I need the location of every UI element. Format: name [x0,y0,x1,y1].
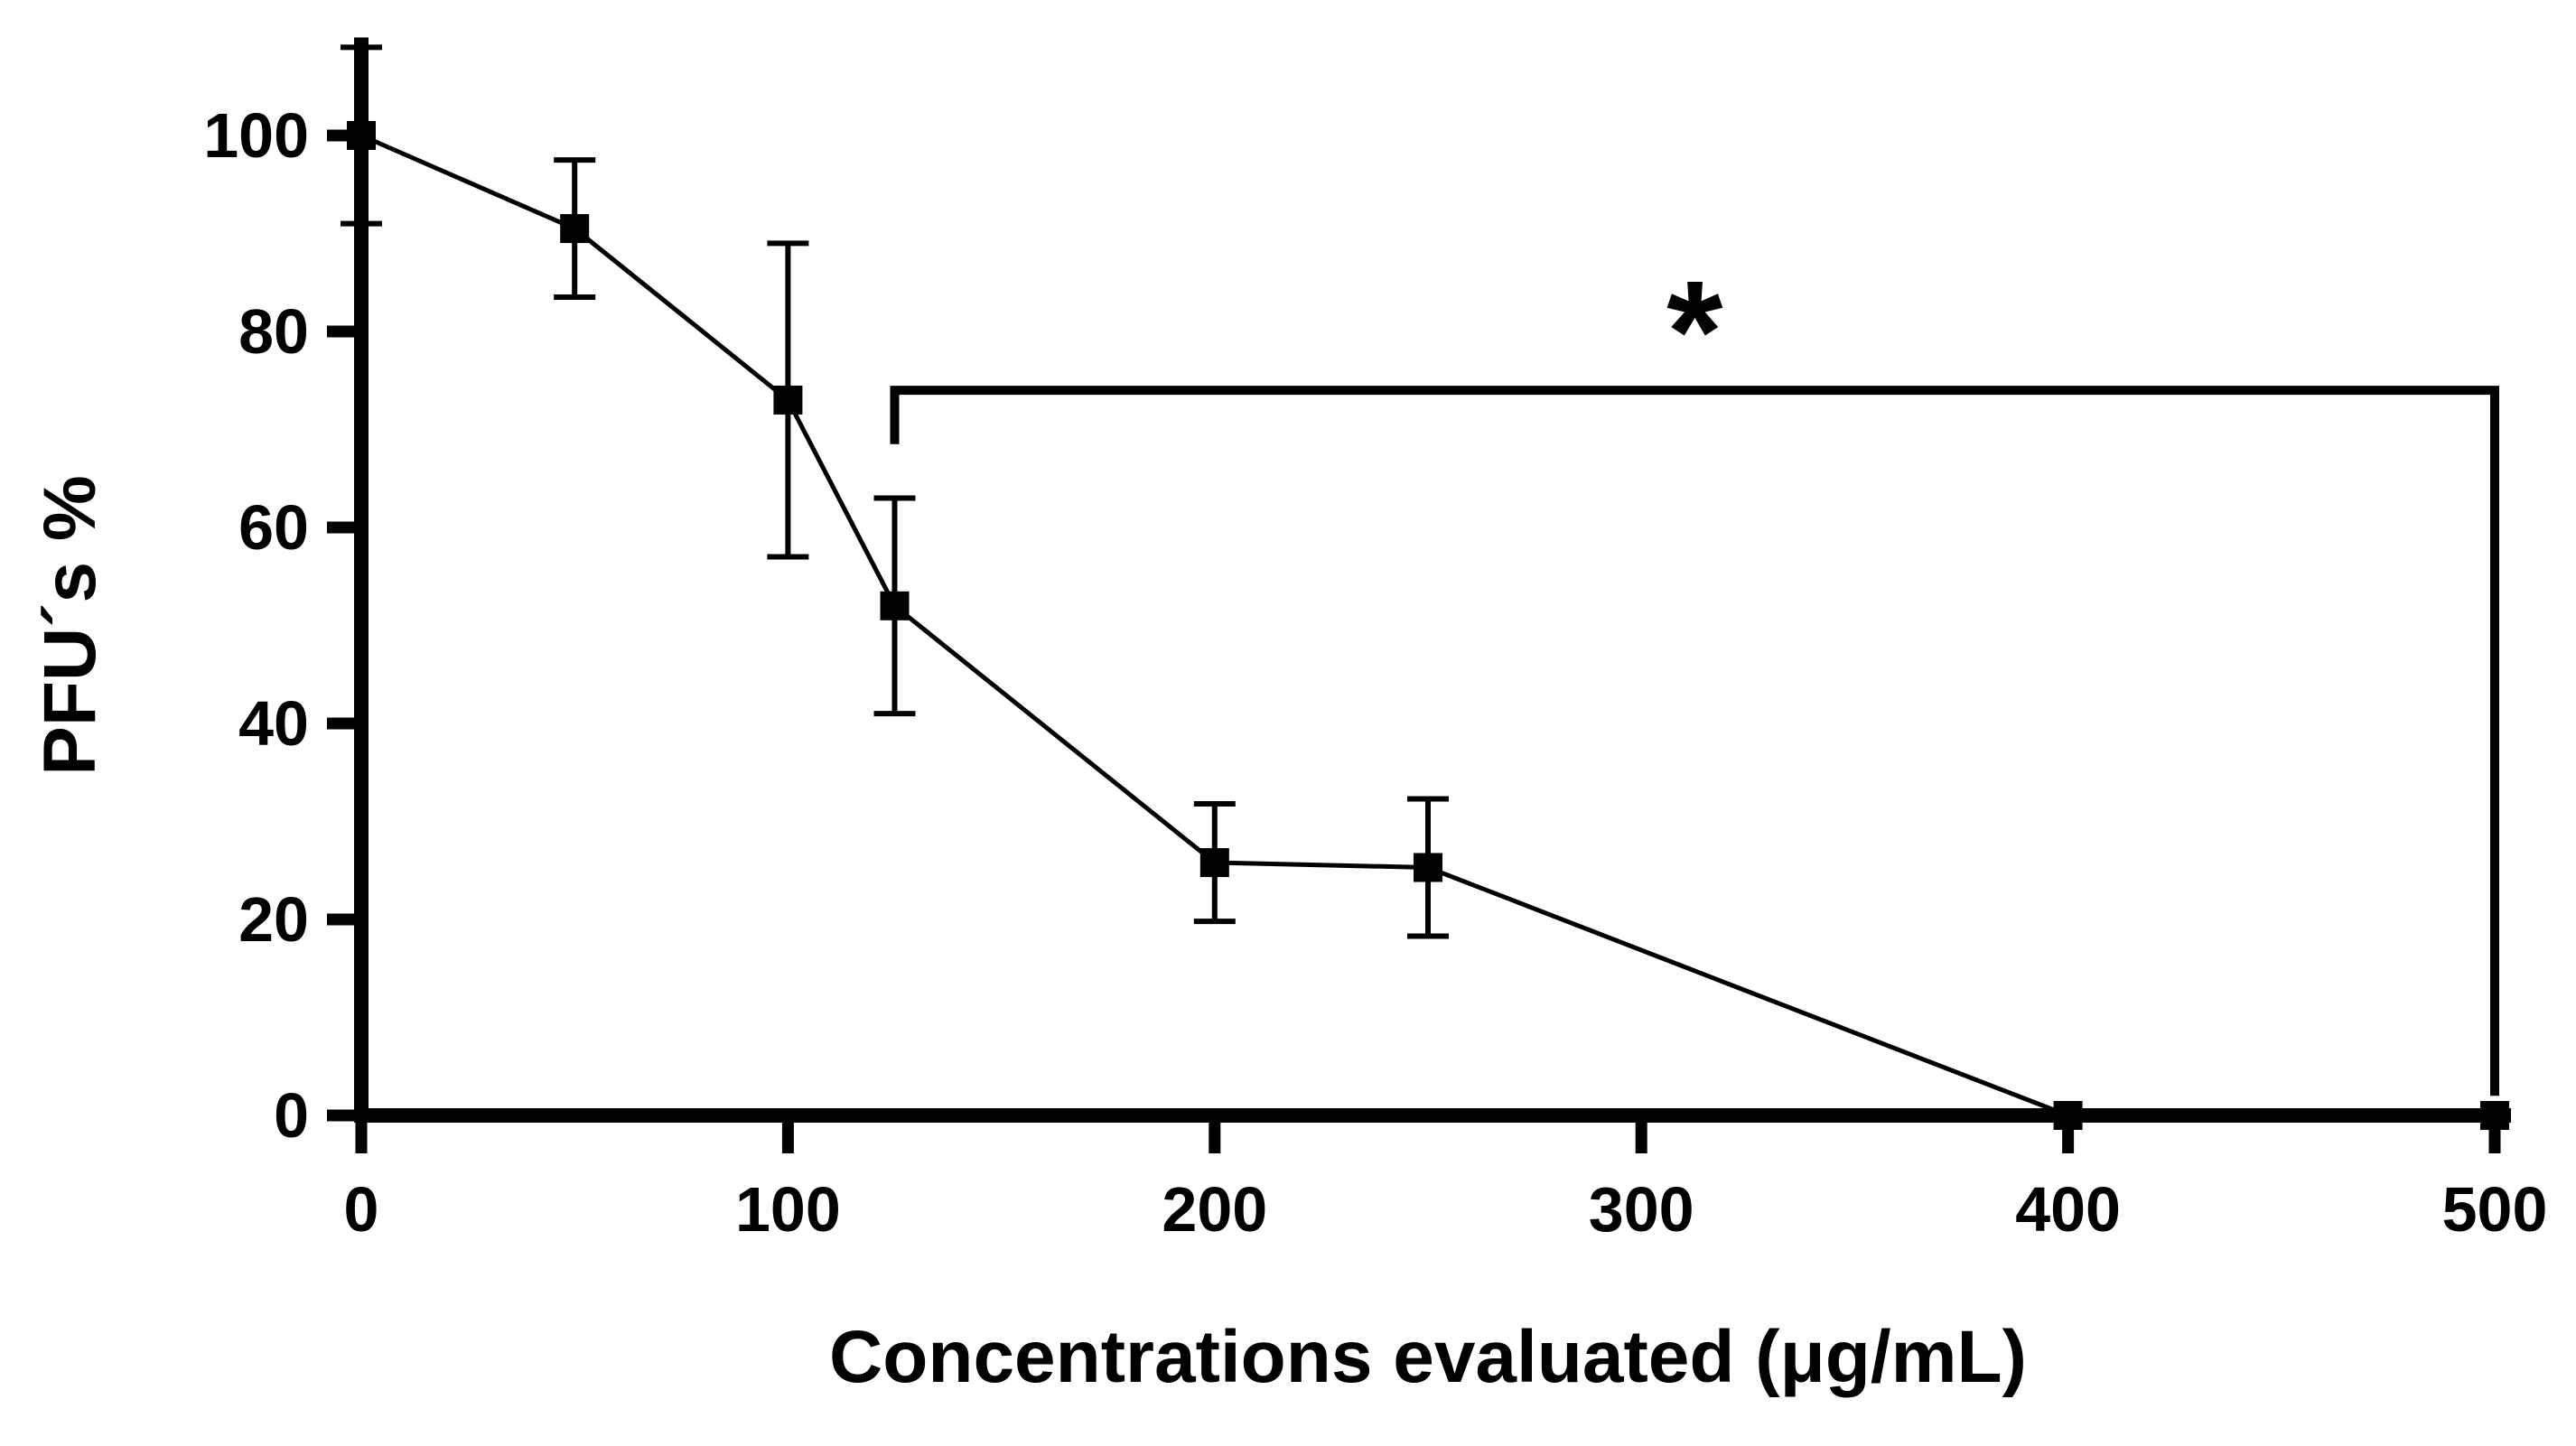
y-tick-label: 0 [274,1080,309,1151]
x-tick-label: 300 [1589,1174,1694,1245]
x-tick-label: 100 [735,1174,841,1245]
data-point [2480,1101,2509,1130]
significance-bracket [890,386,2499,1096]
y-tick-label: 100 [203,100,309,171]
y-tick-label: 20 [238,884,309,955]
x-tick-label: 0 [344,1174,379,1245]
data-point [1199,848,1229,878]
x-tick-label: 200 [1162,1174,1267,1245]
y-tick-label: 80 [238,296,309,367]
data-point [773,385,803,415]
y-tick-label: 60 [238,492,309,563]
x-tick-label: 500 [2442,1174,2548,1245]
x-axis-label: Concentrations evaluated (μg/mL) [829,1316,2027,1398]
data-line [360,133,2495,1118]
significance-asterisk: * [1666,250,1723,412]
data-point [347,121,376,150]
data-point [880,591,910,620]
data-point [2053,1101,2083,1130]
x-tick-label: 400 [2015,1174,2121,1245]
y-axis-label: PFU´s % [29,475,111,776]
y-tick-label: 40 [238,688,309,759]
data-point [560,214,590,244]
data-point [1414,853,1442,882]
